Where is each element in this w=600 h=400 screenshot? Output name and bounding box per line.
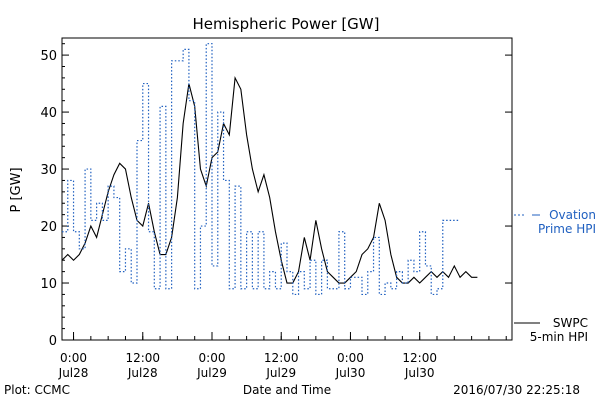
x-tick-label-0: 0:00: [60, 351, 87, 365]
y-tick-label-1: 10: [40, 277, 57, 292]
x-tick-label-5: 12:00: [402, 351, 437, 365]
legend-label-swpc-1: SWPC: [553, 316, 588, 330]
x-tick-date-1: Jul28: [127, 366, 158, 380]
legend-label-ovation-2: Prime HPI: [538, 222, 596, 236]
x-tick-label-3: 12:00: [264, 351, 299, 365]
plot-credit: Plot: CCMC: [4, 383, 70, 397]
x-tick-label-1: 12:00: [125, 351, 160, 365]
y-tick-label-0: 0: [49, 334, 57, 349]
x-axis: 0:00Jul2812:00Jul280:00Jul2912:00Jul290:…: [58, 332, 507, 380]
legend-label-swpc-2: 5-min HPI: [530, 330, 588, 344]
x-tick-date-2: Jul29: [196, 366, 227, 380]
x-tick-label-4: 0:00: [337, 351, 364, 365]
y-tick-label-3: 30: [40, 163, 57, 178]
x-tick-date-3: Jul29: [265, 366, 296, 380]
x-tick-date-0: Jul28: [58, 366, 89, 380]
x-axis-label: Date and Time: [243, 383, 331, 397]
x-tick-label-2: 0:00: [199, 351, 226, 365]
x-tick-date-4: Jul30: [335, 366, 366, 380]
y-tick-label-4: 40: [40, 106, 57, 121]
plot-frame: [61, 37, 513, 341]
series-line-ovation-prime: [62, 43, 461, 296]
plot-series: [61, 43, 478, 296]
x-tick-date-5: Jul30: [404, 366, 435, 380]
y-axis: 0 10 20 30 40 50: [40, 43, 512, 349]
y-tick-label-5: 50: [40, 49, 57, 64]
series-line-swpc: [61, 75, 478, 284]
chart-title: Hemispheric Power [GW]: [193, 15, 380, 33]
y-tick-label-2: 20: [40, 220, 57, 235]
plot-timestamp: 2016/07/30 22:25:18: [453, 383, 580, 397]
legend-label-ovation-1: Ovation: [549, 208, 596, 222]
y-axis-label: P [GW]: [9, 167, 24, 212]
